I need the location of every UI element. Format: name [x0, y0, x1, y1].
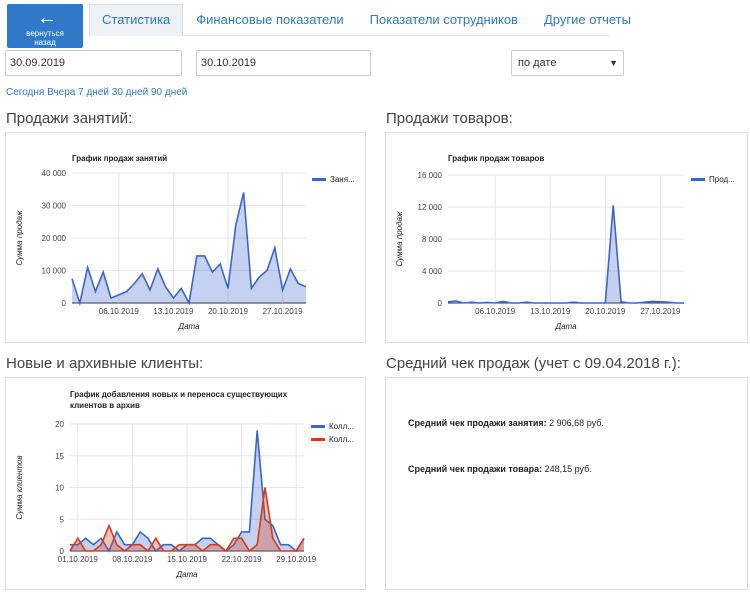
- y-tick-label: 20: [55, 420, 64, 429]
- avg-lesson-label: Средний чек продажи занятия:: [408, 418, 547, 428]
- x-tick-label: 15.10.2019: [167, 555, 208, 564]
- tab-statistics[interactable]: Статистика: [89, 4, 184, 36]
- x-tick-label: 29.10.2019: [276, 555, 317, 564]
- chart-title-line1: График добавления новых и переноса сущес…: [70, 390, 288, 399]
- y-tick-label: 30 000: [42, 202, 67, 211]
- y-tick-label: 12 000: [418, 203, 443, 212]
- avg-lesson: Средний чек продажи занятия: 2 906,68 ру…: [408, 418, 604, 428]
- lessons-chart: График продаж занятий 0 10 000 20 000 30 000…: [15, 154, 355, 331]
- goods-chart: График продаж товаров 0 4 000 8 000 12 000 16…: [395, 154, 735, 331]
- series-line: [69, 487, 305, 553]
- tab-employees[interactable]: Показатели сотрудников: [369, 12, 518, 27]
- quick-range-links: Сегодня Вчера 7 дней 30 дней 90 дней: [6, 87, 187, 98]
- x-tick-label: 27.10.2019: [263, 307, 304, 316]
- chart-title: График продаж товаров: [448, 154, 544, 163]
- y-tick-label: 15: [55, 452, 64, 461]
- legend-swatch: [691, 178, 705, 181]
- legend-swatch: [311, 425, 325, 428]
- x-tick-label: 06.10.2019: [99, 307, 140, 316]
- x-axis-label: Дата: [175, 570, 198, 579]
- avg-goods-label: Средний чек продажи товара:: [408, 464, 543, 474]
- y-tick-label: 0: [438, 299, 443, 308]
- y-axis-label: Сумма продаж: [395, 211, 404, 267]
- quick-today[interactable]: Сегодня: [6, 87, 45, 98]
- x-tick-label: 20.10.2019: [585, 307, 626, 316]
- quick-yesterday[interactable]: Вчера: [47, 87, 76, 98]
- legend-swatch: [312, 178, 326, 181]
- section-title-goods: Продажи товаров:: [386, 110, 513, 127]
- y-tick-label: 0: [60, 547, 65, 556]
- y-tick-label: 5: [60, 515, 65, 524]
- report-tabs: Статистика Финансовые показатели Показат…: [89, 4, 631, 36]
- legend-entry: Колл...: [329, 422, 354, 431]
- avg-goods: Средний чек продажи товара: 248,15 руб.: [408, 464, 592, 474]
- average-check-panel: Средний чек продажи занятия: 2 906,68 ру…: [385, 377, 748, 590]
- legend-entry: Заня...: [330, 175, 355, 184]
- x-tick-label: 13.10.2019: [530, 307, 571, 316]
- y-tick-label: 20 000: [42, 234, 67, 243]
- y-tick-label: 0: [62, 299, 67, 308]
- y-axis-label: Сумма клиентов: [15, 455, 24, 519]
- clients-chart: График добавления новых и переноса сущес…: [15, 390, 354, 579]
- section-title-average: Средний чек продаж (учет с 09.04.2018 г.…: [386, 355, 681, 372]
- legend-entry: Колл...: [329, 435, 354, 444]
- series-line: [447, 205, 684, 304]
- chart-panel-clients: График добавления новых и переноса сущес…: [5, 377, 366, 590]
- series-area: [72, 192, 306, 303]
- date-from-input[interactable]: 30.09.2019: [5, 50, 182, 76]
- sort-select-value: по дате: [518, 57, 557, 69]
- avg-lesson-value: 2 906,68 руб.: [549, 418, 604, 428]
- avg-goods-value: 248,15 руб.: [544, 464, 592, 474]
- quick-7-days[interactable]: 7 дней: [78, 87, 109, 98]
- y-tick-label: 10 000: [42, 267, 67, 276]
- back-button[interactable]: ← вернуться назад: [7, 4, 83, 48]
- x-axis-label: Дата: [554, 322, 577, 331]
- x-tick-label: 27.10.2019: [640, 307, 681, 316]
- sort-select[interactable]: по дате ▼: [511, 50, 624, 76]
- date-to-input[interactable]: 30.10.2019: [196, 50, 371, 76]
- arrow-left-icon: ←: [37, 7, 57, 29]
- back-label-line2: назад: [34, 38, 56, 47]
- legend-entry: Прод...: [709, 175, 735, 184]
- section-title-lessons: Продажи занятий:: [6, 110, 133, 127]
- tab-other-reports[interactable]: Другие отчеты: [543, 12, 631, 27]
- chart-title-line2: клиентов в архив: [70, 401, 140, 410]
- legend-swatch: [311, 438, 325, 441]
- x-tick-label: 01.10.2019: [58, 555, 99, 564]
- chart-title: График продаж занятий: [72, 154, 167, 163]
- y-tick-label: 10: [55, 484, 64, 493]
- series-line: [71, 192, 307, 307]
- series-area: [70, 430, 304, 551]
- x-tick-label: 06.10.2019: [475, 307, 516, 316]
- y-axis-label: Сумма продаж: [15, 210, 24, 266]
- x-axis-label: Дата: [177, 322, 200, 331]
- section-title-clients: Новые и архивные клиенты:: [6, 355, 204, 372]
- chart-panel-goods: График продаж товаров 0 4 000 8 000 12 000 16…: [385, 132, 748, 343]
- y-tick-label: 16 000: [418, 171, 443, 180]
- y-tick-label: 4 000: [422, 267, 443, 276]
- x-tick-label: 13.10.2019: [153, 307, 194, 316]
- y-tick-label: 8 000: [422, 235, 443, 244]
- x-tick-label: 20.10.2019: [208, 307, 249, 316]
- x-tick-label: 22.10.2019: [222, 555, 263, 564]
- back-label-line1: вернуться: [26, 29, 64, 38]
- quick-90-days[interactable]: 90 дней: [150, 87, 188, 98]
- y-tick-label: 40 000: [42, 169, 67, 178]
- x-tick-label: 08.10.2019: [112, 555, 153, 564]
- chart-panel-lessons: График продаж занятий 0 10 000 20 000 30 000…: [5, 132, 366, 343]
- series-area: [448, 205, 684, 303]
- caret-down-icon: ▼: [609, 58, 618, 68]
- quick-30-days[interactable]: 30 дней: [111, 87, 149, 98]
- tab-financial[interactable]: Финансовые показатели: [196, 12, 344, 27]
